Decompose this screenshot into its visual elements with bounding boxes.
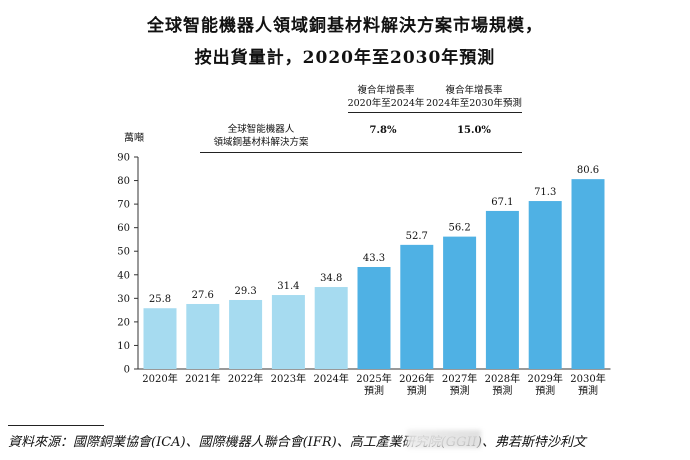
data-label-9: 71.3	[534, 187, 556, 198]
x-tick-label-4: 2024年	[313, 372, 348, 385]
x-tick-label-6-line2: 預測	[407, 384, 427, 397]
data-label-1: 27.6	[192, 290, 214, 301]
cagr-value-1: 7.8%	[369, 125, 397, 136]
data-label-4: 34.8	[320, 273, 342, 284]
y-axis-unit: 萬噸	[124, 133, 144, 144]
y-tick-label-5: 50	[117, 247, 130, 258]
cagr-header-2-line1: 複合年增長率	[445, 85, 503, 96]
y-tick-label-3: 30	[117, 294, 130, 305]
x-tick-label-10-line2: 預測	[578, 384, 598, 397]
data-label-7: 56.2	[448, 223, 470, 234]
x-tick-label-5-line2: 預測	[364, 384, 384, 397]
series-name: 全球智能機器人 領域銅基材料解決方案	[196, 123, 326, 149]
x-tick-label-10: 2030年	[570, 372, 605, 385]
cagr-header-1-line2: 2020年至2024年	[347, 98, 425, 109]
data-label-2: 29.3	[234, 286, 256, 297]
y-tick-label-6: 60	[117, 223, 130, 234]
data-label-0: 25.8	[149, 294, 171, 305]
y-tick-label-7: 70	[117, 200, 130, 211]
y-tick-label-8: 80	[117, 176, 130, 187]
cagr-header-2: 複合年增長率 2024年至2030年預測	[424, 84, 524, 110]
source-note: 資料來源：國際銅業協會(ICA)、國際機器人聯合會(IFR)、高工產業研究院(G…	[8, 435, 586, 450]
y-tick-label-0: 0	[124, 365, 130, 376]
data-label-3: 31.4	[277, 281, 299, 292]
y-tick-label-1: 10	[117, 341, 130, 352]
y-tick-label-9: 90	[117, 153, 130, 164]
bar-2	[229, 299, 263, 369]
bar-6	[400, 244, 434, 369]
series-name-line2: 領域銅基材料解決方案	[213, 137, 309, 148]
bar-10	[571, 179, 605, 369]
series-name-line1: 全球智能機器人	[227, 124, 295, 135]
y-tick-label-4: 40	[117, 270, 130, 281]
x-tick-label-1: 2021年	[185, 372, 220, 385]
x-tick-label-2: 2022年	[228, 372, 263, 385]
bar-9	[528, 201, 562, 369]
bar-0	[143, 308, 177, 369]
x-tick-label-8: 2028年	[485, 372, 520, 385]
x-tick-label-0: 2020年	[142, 372, 177, 385]
bar-8	[485, 210, 519, 369]
cagr-table-rule	[200, 152, 522, 153]
cagr-header-2-line2: 2024年至2030年預測	[426, 98, 522, 109]
bar-7	[443, 236, 477, 369]
redaction-blur	[407, 430, 481, 448]
bar-4	[314, 287, 348, 369]
data-label-10: 80.6	[577, 165, 599, 176]
cagr-header-1: 複合年增長率 2020年至2024年	[338, 84, 434, 110]
x-tick-label-7: 2027年	[442, 372, 477, 385]
x-tick-label-7-line2: 預測	[450, 384, 470, 397]
cagr-value-2: 15.0%	[457, 125, 491, 136]
cagr-header-1-line1: 複合年增長率	[357, 85, 415, 96]
y-tick-label-2: 20	[117, 317, 130, 328]
x-tick-label-9-line2: 預測	[535, 384, 555, 397]
bar-3	[271, 295, 305, 369]
cagr-header-rule	[348, 112, 522, 113]
bar-1	[186, 303, 220, 369]
x-tick-label-6: 2026年	[399, 372, 434, 385]
data-label-8: 67.1	[491, 197, 513, 208]
data-label-6: 52.7	[406, 231, 428, 242]
chart-subtitle: 按出貨量計，2020年至2030年預測	[194, 48, 496, 68]
x-tick-label-9: 2029年	[527, 372, 562, 385]
source-rule	[8, 425, 104, 426]
bar-5	[357, 267, 391, 369]
data-label-5: 43.3	[363, 253, 385, 264]
x-tick-label-8-line2: 預測	[492, 384, 512, 397]
x-tick-label-3: 2023年	[271, 372, 306, 385]
chart-title: 全球智能機器人領域銅基材料解決方案市場規模，	[147, 16, 543, 36]
x-tick-label-5: 2025年	[356, 372, 391, 385]
